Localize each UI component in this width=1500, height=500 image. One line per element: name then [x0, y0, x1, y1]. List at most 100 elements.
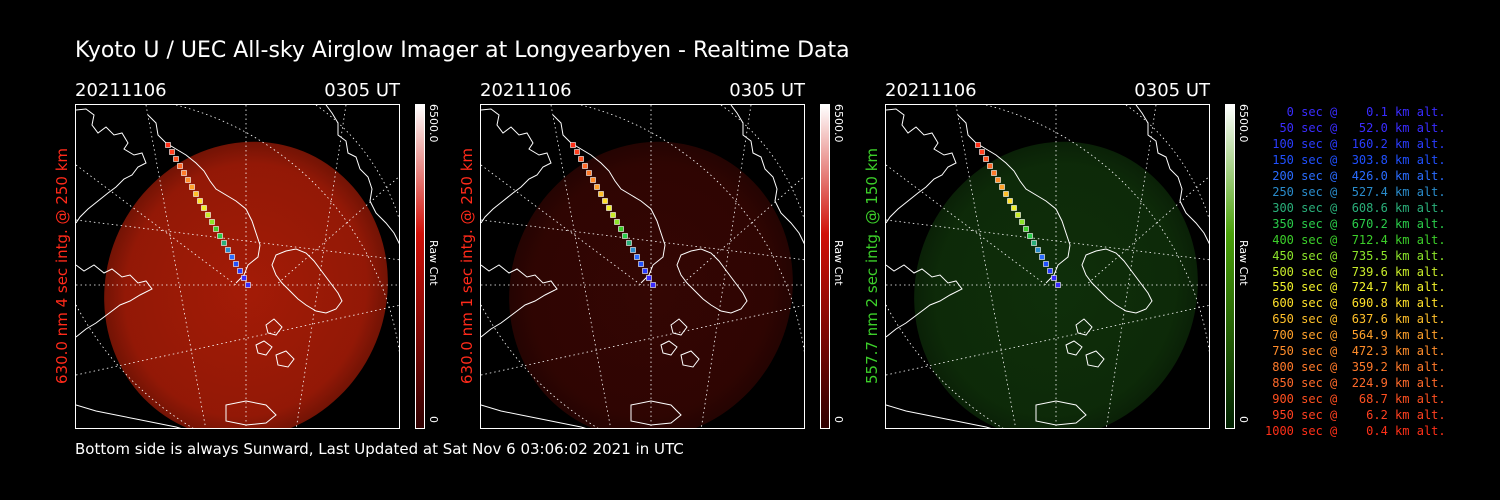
legend-row: 550 sec @ 724.7 km alt. — [1265, 280, 1446, 295]
trajectory-point — [229, 254, 235, 260]
coastline — [481, 105, 804, 428]
panel-date: 20211106 — [885, 80, 977, 101]
trajectory-point — [241, 275, 247, 281]
lat-lon-grid-line — [76, 305, 399, 376]
allsky-image — [75, 104, 400, 429]
trajectory-point — [1047, 268, 1053, 274]
trajectory-point — [201, 205, 207, 211]
trajectory-point — [1051, 275, 1057, 281]
legend-row: 1000 sec @ 0.4 km alt. — [1265, 424, 1446, 439]
trajectory-point — [1011, 205, 1017, 211]
allsky-image — [480, 104, 805, 429]
legend-row: 50 sec @ 52.0 km alt. — [1265, 120, 1446, 135]
trajectory-point — [173, 156, 179, 162]
legend-row: 650 sec @ 637.6 km alt. — [1265, 312, 1446, 327]
colorbar-max-label: 6500.0 — [1237, 104, 1250, 143]
coastline — [76, 105, 399, 428]
allsky-image — [885, 104, 1210, 429]
panel-wavelength-label: 630.0 nm 4 sec intg. @ 250 km — [53, 147, 71, 385]
trajectory-point — [213, 226, 219, 232]
trajectory-point — [193, 191, 199, 197]
trajectory-point — [642, 268, 648, 274]
trajectory-point — [233, 261, 239, 267]
panel-time: 0305 UT — [729, 80, 805, 101]
trajectory-point — [999, 184, 1005, 190]
colorbar — [1225, 104, 1235, 429]
legend-row: 400 sec @ 712.4 km alt. — [1265, 232, 1446, 247]
colorbar — [415, 104, 425, 429]
legend-row: 450 sec @ 735.5 km alt. — [1265, 248, 1446, 263]
legend-row: 750 sec @ 472.3 km alt. — [1265, 344, 1446, 359]
trajectory-point — [614, 219, 620, 225]
legend-row: 200 sec @ 426.0 km alt. — [1265, 168, 1446, 183]
lat-lon-grid-line — [1105, 105, 1157, 428]
trajectory-point — [979, 149, 985, 155]
legend-row: 950 sec @ 6.2 km alt. — [1265, 408, 1446, 423]
lat-lon-grid-line — [680, 176, 804, 286]
trajectory-point — [165, 142, 171, 148]
trajectory-point — [618, 226, 624, 232]
trajectory-point — [610, 212, 616, 218]
trajectory-point — [606, 205, 612, 211]
trajectory-point — [646, 275, 652, 281]
lat-lon-grid-line — [1085, 176, 1209, 286]
panel-time: 0305 UT — [324, 80, 400, 101]
imager-panel-557-2s: 20211106 0305 UT 557.7 nm 2 sec intg. @ 15… — [863, 80, 1285, 430]
panel-wavelength-label: 630.0 nm 1 sec intg. @ 250 km — [458, 147, 476, 385]
panel-date: 20211106 — [75, 80, 167, 101]
lat-lon-grid-line — [76, 164, 237, 286]
trajectory-point — [626, 240, 632, 246]
colorbar — [820, 104, 830, 429]
trajectory-point — [181, 170, 187, 176]
lat-lon-grid-line — [886, 305, 1209, 376]
imager-panel-630-4s: 20211106 0305 UT 630.0 nm 4 sec intg. @ 25… — [53, 80, 475, 430]
airglow-field — [104, 141, 388, 428]
trajectory-point — [169, 149, 175, 155]
lat-lon-grid-line — [295, 105, 347, 428]
airglow-field — [914, 141, 1198, 428]
legend-row: 900 sec @ 68.7 km alt. — [1265, 392, 1446, 407]
trajectory-point — [995, 177, 1001, 183]
legend-row: 100 sec @ 160.2 km alt. — [1265, 136, 1446, 151]
trajectory-point — [205, 212, 211, 218]
trajectory-point — [570, 142, 576, 148]
trajectory-point — [630, 247, 636, 253]
legend-row: 250 sec @ 527.4 km alt. — [1265, 184, 1446, 199]
panel-time: 0305 UT — [1134, 80, 1210, 101]
trajectory-point — [1027, 233, 1033, 239]
trajectory-point — [1035, 247, 1041, 253]
legend-row: 500 sec @ 739.6 km alt. — [1265, 264, 1446, 279]
allsky-map — [76, 105, 399, 428]
colorbar-unit-label: Raw Cnt — [427, 240, 440, 286]
legend-row: 0 sec @ 0.1 km alt. — [1265, 105, 1446, 119]
trajectory-point — [245, 282, 251, 288]
trajectory-point — [622, 233, 628, 239]
legend-row: 700 sec @ 564.9 km alt. — [1265, 328, 1446, 343]
lat-lon-grid-line — [275, 176, 399, 286]
trajectory-point — [586, 170, 592, 176]
colorbar-unit-label: Raw Cnt — [832, 240, 845, 286]
legend-row: 350 sec @ 670.2 km alt. — [1265, 216, 1446, 231]
trajectory-point — [1043, 261, 1049, 267]
trajectory-point — [177, 163, 183, 169]
colorbar-max-label: 6500.0 — [832, 104, 845, 143]
trajectory-legend: 0 sec @ 0.1 km alt. 50 sec @ 52.0 km alt… — [1265, 105, 1446, 440]
footer-note: Bottom side is always Sunward, Last Upda… — [75, 440, 684, 458]
panel-wavelength-label: 557.7 nm 2 sec intg. @ 150 km — [863, 147, 881, 385]
trajectory-point — [221, 240, 227, 246]
trajectory-point — [1039, 254, 1045, 260]
lat-lon-grid-line — [76, 219, 399, 261]
lat-lon-grid-line — [550, 105, 612, 428]
colorbar-min-label: 0 — [832, 416, 845, 423]
allsky-map — [481, 105, 804, 428]
trajectory-point — [975, 142, 981, 148]
allsky-map — [886, 105, 1209, 428]
trajectory-point — [590, 177, 596, 183]
trajectory-point — [197, 198, 203, 204]
trajectory-point — [634, 254, 640, 260]
trajectory-point — [582, 163, 588, 169]
trajectory-point — [225, 247, 231, 253]
colorbar-min-label: 0 — [427, 416, 440, 423]
trajectory-point — [1019, 219, 1025, 225]
colorbar-max-label: 6500.0 — [427, 104, 440, 143]
